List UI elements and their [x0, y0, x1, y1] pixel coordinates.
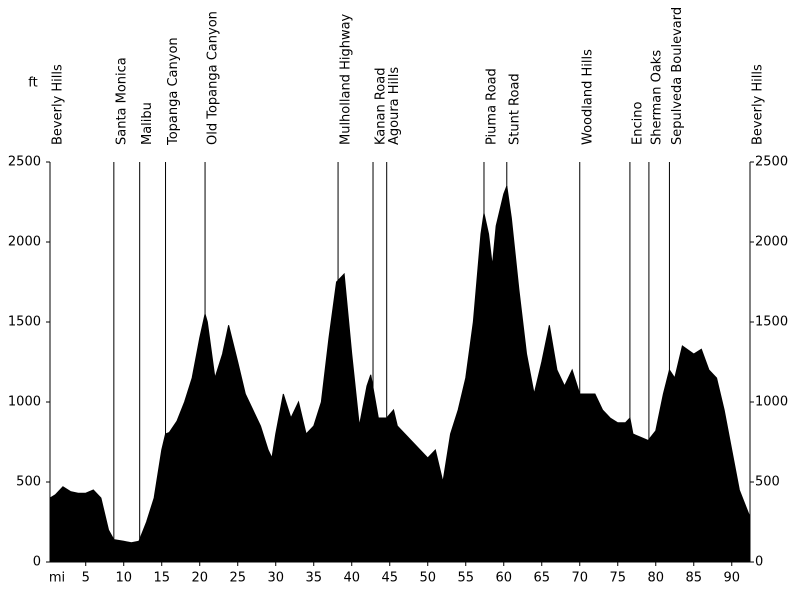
marker-label: Kanan Road [374, 68, 389, 145]
marker-label: Beverly Hills [51, 64, 66, 145]
x-tick-label: 10 [115, 571, 132, 586]
y-tick-label: 2500 [8, 155, 41, 170]
x-tick-label: 15 [153, 571, 170, 586]
x-tick-label: 60 [495, 571, 512, 586]
x-tick-label: 55 [457, 571, 474, 586]
y-tick-label-right: 2500 [755, 155, 788, 170]
x-tick-label: 35 [305, 571, 322, 586]
marker-label: Malibu [140, 102, 155, 145]
x-tick-label: 70 [571, 571, 588, 586]
marker-label: Topanga Canyon [166, 37, 181, 146]
y-tick-label-right: 1000 [755, 395, 788, 410]
x-tick-label: 5 [82, 571, 90, 586]
x-tick-label: 45 [381, 571, 398, 586]
marker-label: Agoura Hills [387, 67, 402, 145]
marker-label: Sherman Oaks [649, 50, 664, 145]
marker-label: Woodland Hills [580, 49, 595, 145]
marker-label: Mulholland Highway [339, 13, 354, 145]
marker-label: Encino [630, 102, 645, 145]
x-tick-label: 90 [723, 571, 740, 586]
x-tick-label: 25 [229, 571, 246, 586]
x-tick-label: 50 [419, 571, 436, 586]
x-tick-label: 30 [267, 571, 284, 586]
x-tick-label: 65 [533, 571, 550, 586]
x-tick-label: 40 [343, 571, 360, 586]
x-tick-label: 80 [647, 571, 664, 586]
x-tick-label: 75 [609, 571, 626, 586]
marker-label: Beverly Hills [751, 64, 766, 145]
x-axis-label: mi [49, 571, 65, 586]
y-tick-label: 500 [16, 475, 41, 490]
x-tick-label: 20 [191, 571, 208, 586]
y-tick-label-right: 500 [755, 475, 780, 490]
y-tick-label-right: 0 [755, 555, 763, 570]
marker-label: Piuma Road [484, 68, 499, 145]
y-axis-label: ft [28, 76, 37, 91]
y-tick-label: 1500 [8, 315, 41, 330]
y-tick-label: 0 [33, 555, 41, 570]
marker-label: Sepulveda Boulevard [670, 7, 685, 145]
marker-label: Stunt Road [507, 73, 522, 145]
y-tick-label-right: 2000 [755, 235, 788, 250]
y-tick-label: 1000 [8, 395, 41, 410]
marker-label: Old Topanga Canyon [206, 11, 221, 145]
marker-label: Santa Monica [114, 57, 129, 145]
y-tick-label: 2000 [8, 235, 41, 250]
elevation-area [49, 185, 751, 563]
x-tick-label: 85 [685, 571, 702, 586]
y-tick-label-right: 1500 [755, 315, 788, 330]
